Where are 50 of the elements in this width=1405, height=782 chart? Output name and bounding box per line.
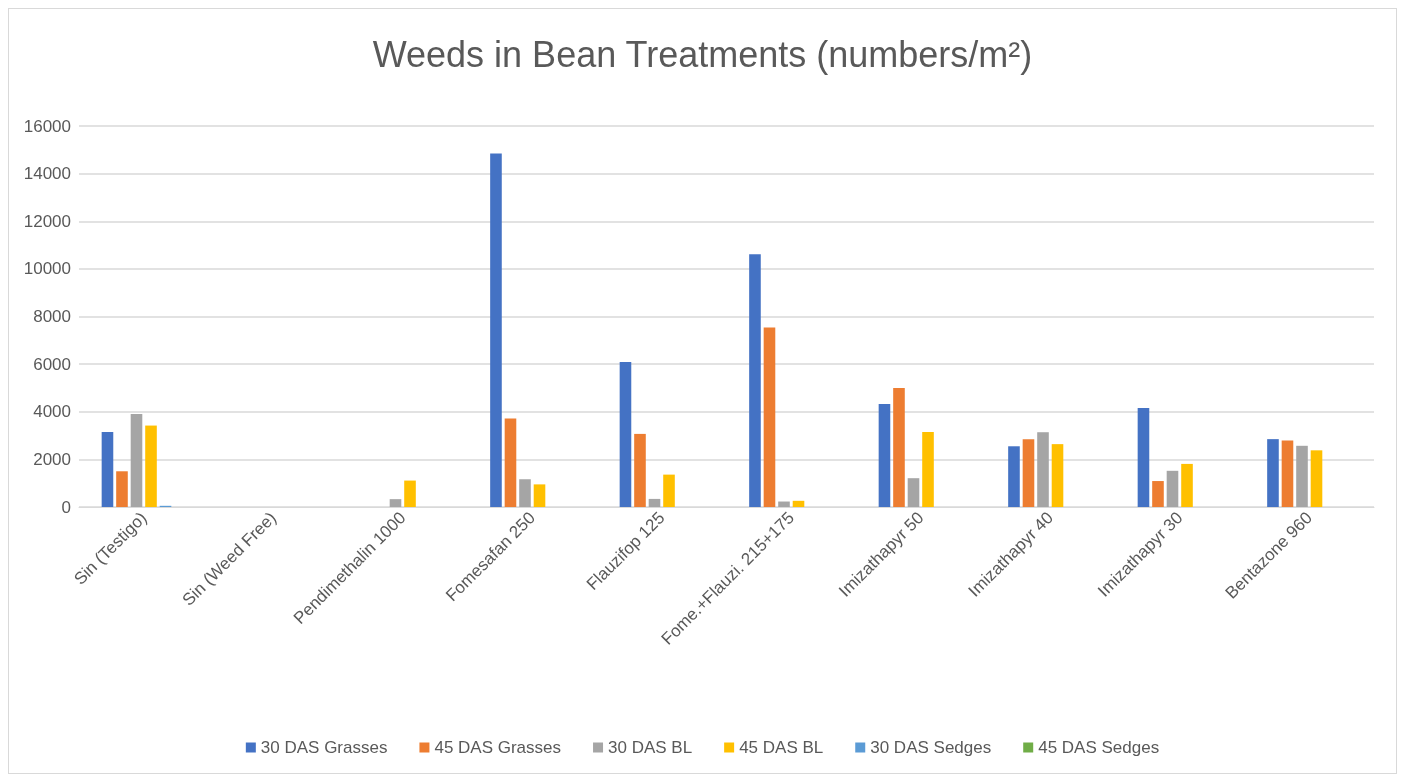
bar	[101, 431, 114, 507]
bar	[490, 153, 502, 507]
bar	[130, 413, 143, 507]
bar	[389, 499, 402, 507]
bar	[145, 425, 157, 507]
bar	[116, 471, 128, 507]
bar	[922, 431, 934, 507]
bar	[749, 254, 761, 507]
chart-title: Weeds in Bean Treatments (numbers/m²)	[372, 33, 1033, 75]
legend-label: 30 DAS BL	[608, 738, 693, 757]
bar	[1152, 481, 1164, 507]
bar	[1181, 463, 1193, 507]
legend-label: 45 DAS Grasses	[434, 738, 562, 757]
bar	[1310, 450, 1323, 507]
y-tick-label: 2000	[33, 449, 71, 469]
y-tick-label: 8000	[33, 307, 71, 326]
legend-label: 45 DAS Sedges	[1038, 738, 1160, 757]
y-tick-label: 10000	[23, 259, 71, 279]
bar	[1008, 446, 1020, 507]
bar	[1166, 470, 1179, 507]
bar	[1281, 440, 1294, 507]
y-tick-label: 0	[61, 497, 71, 517]
bar	[648, 498, 661, 507]
bar	[404, 480, 416, 507]
bar	[778, 501, 790, 507]
y-tick-label: 12000	[23, 211, 71, 231]
bar	[893, 387, 905, 507]
bar	[1037, 432, 1049, 507]
bar	[533, 484, 546, 507]
bar	[792, 500, 805, 507]
bar	[634, 433, 646, 507]
bar	[663, 474, 675, 507]
bar	[504, 418, 517, 507]
bar	[1022, 439, 1035, 507]
y-tick-label: 16000	[23, 116, 71, 136]
bar	[1267, 439, 1279, 507]
legend-label: 45 DAS BL	[739, 738, 824, 757]
y-tick-label: 6000	[33, 354, 71, 374]
bar	[907, 478, 920, 507]
y-tick-label: 4000	[33, 402, 71, 422]
bar	[1051, 444, 1064, 507]
y-tick-label: 14000	[23, 164, 71, 184]
bar	[1137, 407, 1150, 507]
bar	[1296, 445, 1308, 507]
bar	[763, 327, 776, 507]
bar	[619, 361, 632, 507]
legend-label: 30 DAS Grasses	[260, 738, 388, 757]
legend-label: 30 DAS Sedges	[870, 738, 992, 757]
bar	[878, 403, 891, 507]
bar	[519, 479, 531, 507]
